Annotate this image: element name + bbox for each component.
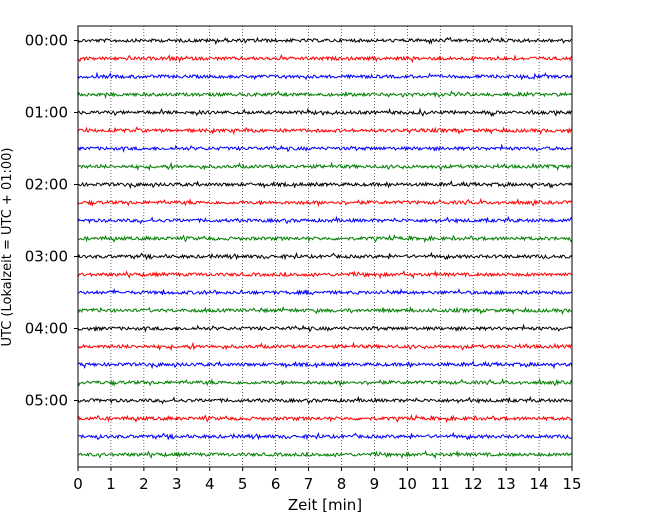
x-tick-label: 9 [370,475,380,493]
trace-0000 [77,36,573,46]
x-tick-label: 15 [562,475,581,493]
trace-0015 [77,54,573,64]
x-tick-label: 10 [398,475,417,493]
x-axis-label: Zeit [min] [288,496,362,514]
trace-0030 [77,71,573,81]
y-axis-ticks: 00:00 01:00 02:00 03:00 04:00 05:00 [25,32,78,410]
trace-0115 [77,126,573,136]
trace-0130 [77,143,573,153]
y-tick-label: 00:00 [25,32,68,50]
trace-0545 [77,449,573,460]
trace-0300 [77,251,573,261]
y-tick-label: 04:00 [25,320,68,338]
x-tick-label: 13 [497,475,516,493]
x-tick-label: 4 [205,475,215,493]
x-axis-ticks: 0 1 2 3 4 5 6 7 8 9 10 11 12 13 14 15 [73,467,582,493]
trace-0330 [77,287,573,296]
x-tick-label: 12 [464,475,483,493]
x-tick-label: 7 [304,475,314,493]
x-tick-label: 8 [337,475,347,493]
trace-0515 [77,414,573,424]
trace-0445 [77,377,573,388]
trace-0230 [77,215,573,225]
trace-0430 [77,359,573,370]
trace-0415 [77,341,573,352]
trace-0100 [77,107,573,118]
trace-0400 [77,323,573,333]
x-tick-label: 14 [530,475,549,493]
trace-0145 [77,161,573,172]
seismic-traces [77,36,573,460]
trace-0045 [77,90,573,100]
x-tick-label: 1 [106,475,116,493]
trace-0315 [77,269,573,280]
trace-0345 [77,305,573,316]
y-tick-label: 05:00 [25,392,68,410]
trace-0215 [77,197,573,208]
plot-frame [77,25,573,468]
x-tick-label: 2 [139,475,149,493]
x-tick-label: 5 [238,475,248,493]
y-tick-label: 02:00 [25,176,68,194]
x-tick-label: 3 [172,475,182,493]
y-tick-label: 01:00 [25,104,68,122]
x-tick-label: 6 [271,475,281,493]
x-tick-label: 0 [73,475,83,493]
trace-0530 [77,431,573,441]
y-tick-label: 03:00 [25,248,68,266]
trace-0200 [77,179,573,190]
x-tick-label: 11 [431,475,450,493]
y-axis-label: UTC (Lokalzeit = UTC + 01:00) [0,148,15,347]
trace-0500 [77,395,573,405]
trace-0245 [77,234,573,244]
